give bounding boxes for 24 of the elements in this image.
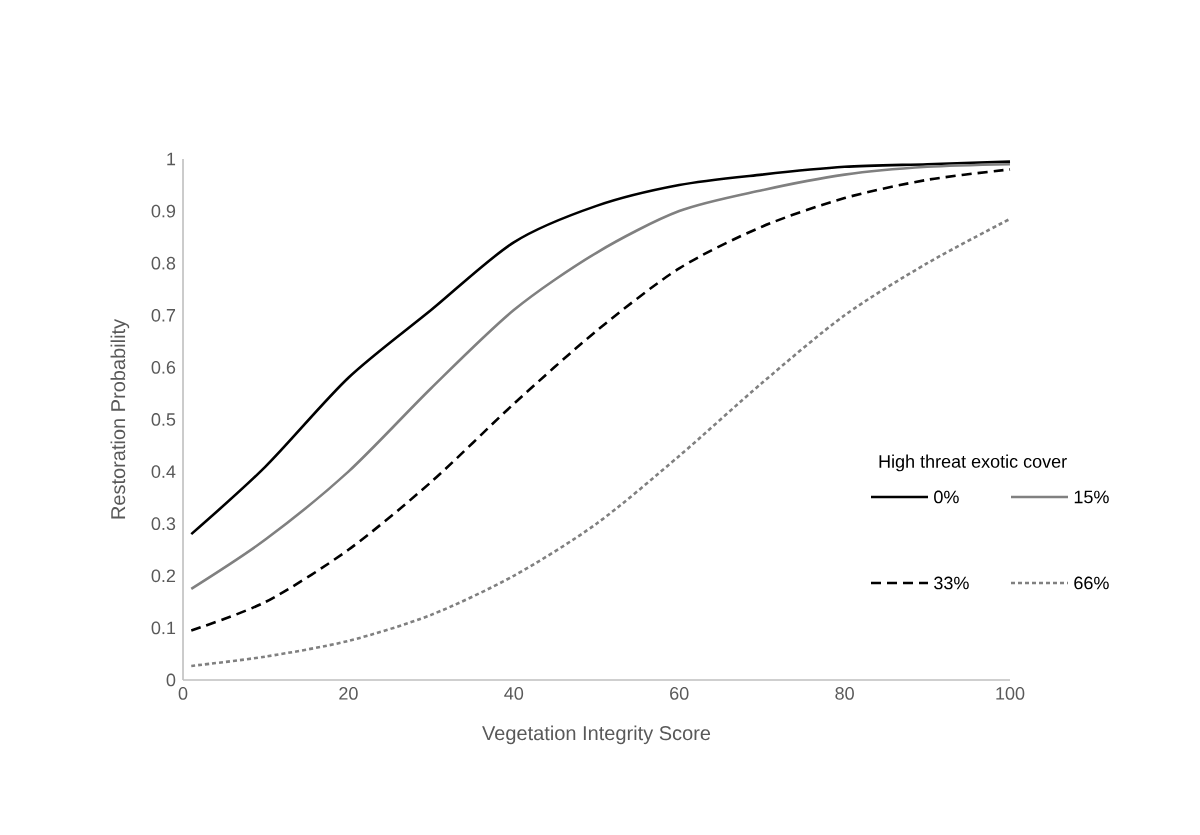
x-tick-label: 0 <box>178 687 188 700</box>
y-tick-label: 0.5 <box>151 413 176 426</box>
y-tick-label: 0 <box>166 673 176 687</box>
y-axis-title: Restoration Probability <box>110 318 130 519</box>
x-axis-title: Vegetation Integrity Score <box>482 725 711 745</box>
x-tick-label: 100 <box>996 687 1025 700</box>
y-tick-label: 0.6 <box>151 361 176 374</box>
y-tick-label: 0.4 <box>151 465 176 478</box>
y-tick-label: 0.8 <box>151 256 176 270</box>
legend-title: High threat exotic cover <box>879 454 1067 472</box>
x-tick-label: 80 <box>835 687 854 700</box>
y-tick-label: 0.1 <box>151 621 176 635</box>
y-tick-label: 0.7 <box>151 308 176 322</box>
x-tick-label: 60 <box>670 687 689 700</box>
legend-label: 0% <box>934 490 959 504</box>
y-tick-label: 0.2 <box>151 569 176 583</box>
y-tick-label: 0.9 <box>151 204 176 218</box>
legend-label: 33% <box>934 576 969 590</box>
x-tick-label: 20 <box>339 687 358 700</box>
y-tick-label: 0.3 <box>151 517 176 531</box>
x-tick-label: 40 <box>504 687 524 700</box>
y-tick-label: 1 <box>167 152 176 166</box>
legend-label: 66% <box>1074 576 1109 590</box>
legend-label: 15% <box>1074 490 1109 504</box>
